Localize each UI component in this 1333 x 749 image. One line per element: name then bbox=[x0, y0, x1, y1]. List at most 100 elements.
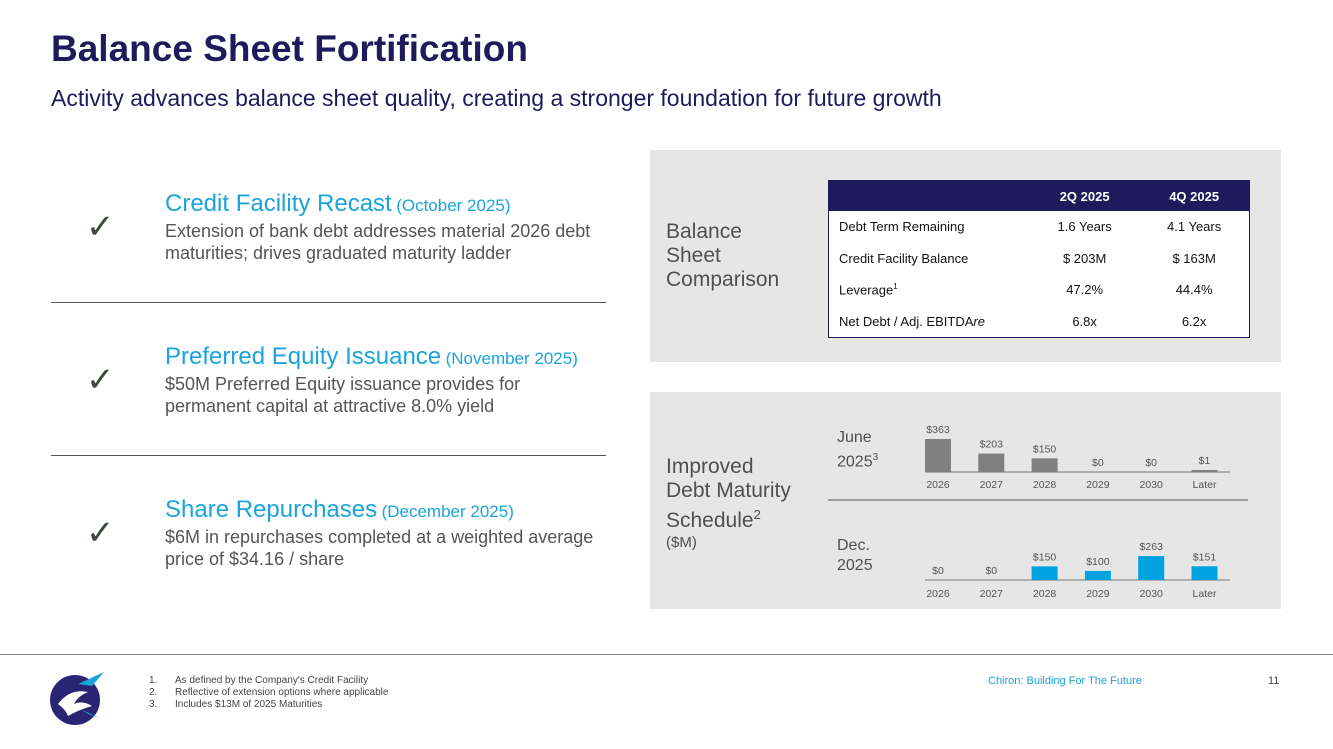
bar-june-2025-later bbox=[1191, 470, 1218, 472]
bar-dec-2025-2028 bbox=[1031, 566, 1058, 580]
data-label: $0 bbox=[985, 565, 997, 577]
row-label-italic: re bbox=[973, 313, 985, 329]
data-label: $263 bbox=[1140, 541, 1164, 553]
row-label: Debt Term Remaining bbox=[839, 219, 965, 235]
bar-dec-2025-2030 bbox=[1138, 556, 1165, 580]
tick-label: 2028 bbox=[1033, 588, 1057, 600]
data-label: $100 bbox=[1086, 556, 1110, 568]
initiative-description: $50M Preferred Equity issuance provides … bbox=[165, 374, 521, 416]
bar-june-2025-2028 bbox=[1031, 458, 1058, 472]
initiative-title: Share Repurchases bbox=[165, 496, 378, 523]
footnote-text: As defined by the Company's Credit Facil… bbox=[175, 675, 369, 686]
data-label: $0 bbox=[932, 565, 944, 577]
bar-june-2025-2026 bbox=[925, 439, 951, 472]
cell-4q: $ 163M bbox=[1172, 250, 1216, 266]
tick-label: Later bbox=[1193, 588, 1217, 600]
tick-label: 2026 bbox=[926, 479, 950, 491]
tick-label: 2027 bbox=[980, 479, 1004, 491]
series-label-dec: Dec. 2025 bbox=[837, 536, 873, 576]
data-label: $1 bbox=[1199, 455, 1211, 467]
divider bbox=[51, 455, 606, 456]
data-label: $150 bbox=[1033, 443, 1057, 455]
table-row: Credit Facility Balance $ 203M $ 163M bbox=[829, 243, 1250, 275]
data-label: $203 bbox=[980, 439, 1004, 451]
row-label: Net Debt / Adj. EBITDAre bbox=[829, 306, 1031, 338]
series-label-line: June bbox=[837, 429, 872, 446]
footnote: 1. As defined by the Company's Credit Fac… bbox=[149, 675, 388, 687]
comparison-table: 2Q 2025 4Q 2025 Debt Term Remaining 1.6 … bbox=[828, 180, 1250, 338]
initiative-description: Extension of bank debt addresses materia… bbox=[165, 221, 591, 263]
checkmark-icon: ✓ bbox=[86, 208, 115, 246]
initiative-date: (December 2025) bbox=[381, 502, 514, 521]
cell-4q: 6.2x bbox=[1181, 313, 1207, 329]
maturity-unit: ($M) bbox=[666, 534, 697, 551]
maturity-label-text: Schedule bbox=[666, 509, 754, 532]
table-row: Net Debt / Adj. EBITDAre 6.8x 6.2x bbox=[829, 306, 1250, 338]
footnote-ref: 2 bbox=[753, 507, 761, 522]
row-label-text: Leverage bbox=[839, 282, 894, 298]
tick-label: 2026 bbox=[926, 588, 950, 600]
table-row: Debt Term Remaining 1.6 Years 4.1 Years bbox=[829, 211, 1250, 243]
column-header bbox=[828, 180, 1030, 211]
data-label: $151 bbox=[1193, 551, 1217, 563]
page-number: 11 bbox=[1268, 675, 1280, 687]
data-label: $0 bbox=[1145, 457, 1157, 469]
checkmark-icon: ✓ bbox=[86, 361, 115, 399]
balance-sheet-comparison-panel: Balance Sheet Comparison 2Q 2025 4Q 2025… bbox=[650, 150, 1281, 362]
comparison-label-line: Sheet bbox=[666, 244, 721, 267]
tick-label: 2030 bbox=[1140, 479, 1164, 491]
data-label: $0 bbox=[1092, 457, 1104, 469]
footnote-ref: 3 bbox=[872, 452, 879, 463]
bar-june-2025-2027 bbox=[978, 453, 1005, 472]
row-label: Credit Facility Balance bbox=[839, 250, 969, 266]
cell-4q: 4.1 Years bbox=[1167, 219, 1222, 235]
series-label-line: 2025 bbox=[837, 453, 873, 471]
tick-label: 2030 bbox=[1140, 588, 1164, 600]
maturity-label-line: Improved bbox=[666, 455, 754, 478]
footnote-text: Includes $13M of 2025 Maturities bbox=[175, 699, 323, 710]
company-logo-icon bbox=[50, 672, 104, 725]
cell-4q: 44.4% bbox=[1175, 282, 1213, 298]
footnote-ref: 1 bbox=[893, 282, 898, 292]
tick-label: 2029 bbox=[1086, 479, 1110, 491]
table-row: Leverage1 47.2% 44.4% bbox=[829, 274, 1250, 306]
footnote-number: 1. bbox=[149, 675, 158, 686]
data-label: $150 bbox=[1033, 551, 1057, 563]
series-label-line: Dec. bbox=[837, 537, 870, 554]
cell-2q: 1.6 Years bbox=[1057, 219, 1112, 235]
initiative-date: (November 2025) bbox=[445, 349, 578, 368]
tick-label: 2029 bbox=[1086, 588, 1110, 600]
row-label-text: Net Debt / Adj. EBITDA bbox=[839, 313, 974, 329]
page-subtitle: Activity advances balance sheet quality,… bbox=[51, 85, 942, 111]
maturity-label-line: Debt Maturity bbox=[666, 479, 791, 502]
data-label: $363 bbox=[926, 424, 950, 436]
column-header: 4Q 2025 bbox=[1139, 180, 1250, 211]
initiative-title: Credit Facility Recast bbox=[165, 190, 392, 217]
initiative-title: Preferred Equity Issuance bbox=[165, 343, 442, 370]
tick-label: Later bbox=[1193, 479, 1217, 491]
footnote-text: Reflective of extension options where ap… bbox=[175, 687, 389, 698]
initiative-description: $6M in repurchases completed at a weight… bbox=[165, 527, 594, 569]
debt-maturity-chart: $363 2026 $203 2027 $150 2028 $0 2029 $0 2030 $1 La… bbox=[828, 424, 1248, 600]
comparison-label-line: Comparison bbox=[666, 268, 780, 291]
maturity-label-line: Schedule2 bbox=[666, 503, 791, 533]
footnotes: 1. As defined by the Company's Credit Fac… bbox=[149, 675, 388, 711]
footnote: 3. Includes $13M of 2025 Maturities bbox=[149, 699, 388, 711]
footnote-number: 3. bbox=[149, 699, 158, 710]
initiative-date: (October 2025) bbox=[396, 196, 511, 215]
bar-dec-2025-later bbox=[1191, 566, 1218, 580]
initiative-heading: Credit Facility Recast (October 2025) bbox=[165, 190, 511, 218]
debt-maturity-panel: Improved Debt Maturity Schedule2 ($M) Ju… bbox=[650, 392, 1281, 609]
tick-label: 2028 bbox=[1033, 479, 1057, 491]
cell-2q: 47.2% bbox=[1066, 282, 1104, 298]
series-label-line: 2025 bbox=[837, 557, 873, 574]
checkmark-icon: ✓ bbox=[86, 514, 115, 552]
footer-divider bbox=[0, 654, 1333, 655]
footer-tagline: Chiron: Building For The Future bbox=[988, 675, 1142, 687]
cell-2q: $ 203M bbox=[1062, 250, 1107, 266]
series-label-june: June 20253 bbox=[837, 428, 878, 472]
initiative-heading: Preferred Equity Issuance (November 2025… bbox=[165, 343, 578, 371]
comparison-label: Balance Sheet Comparison bbox=[666, 220, 779, 292]
table-header-row: 2Q 2025 4Q 2025 bbox=[828, 180, 1250, 211]
footnote: 2. Reflective of extension options where … bbox=[149, 687, 388, 699]
